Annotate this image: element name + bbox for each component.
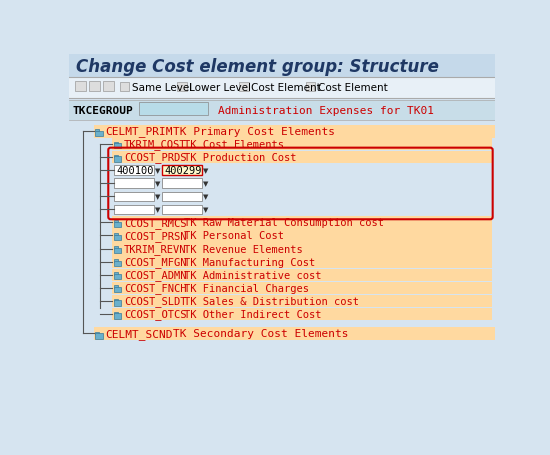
Text: TK Cost Elements: TK Cost Elements (184, 140, 284, 150)
Bar (114, 144, 122, 149)
Text: CCOST_FNCH: CCOST_FNCH (124, 283, 186, 293)
Bar (69, 78, 495, 99)
Text: ▼: ▼ (203, 194, 208, 200)
Text: Cost Element: Cost Element (317, 83, 387, 93)
Text: CCOST_SLDT: CCOST_SLDT (124, 296, 186, 307)
Bar (69, 55, 495, 78)
Text: TK Other Indirect Cost: TK Other Indirect Cost (184, 309, 322, 319)
Text: TKRIM_COST: TKRIM_COST (124, 139, 186, 150)
Text: ▼: ▼ (155, 194, 160, 200)
Bar (114, 286, 118, 288)
Bar (114, 313, 122, 319)
Bar (162, 205, 202, 214)
Text: TK Raw Material Consumption cost: TK Raw Material Consumption cost (184, 218, 384, 228)
Bar (112, 152, 492, 164)
Text: 400100: 400100 (116, 166, 153, 176)
Bar (114, 192, 154, 202)
Bar (177, 83, 186, 92)
Bar (114, 235, 122, 241)
Text: ▼: ▼ (155, 181, 160, 187)
Text: TKCEGROUP: TKCEGROUP (73, 106, 133, 116)
Text: TK Production Cost: TK Production Cost (184, 152, 297, 162)
Bar (114, 222, 122, 228)
Bar (114, 299, 118, 301)
Bar (114, 260, 118, 262)
Text: TK Manufacturing Cost: TK Manufacturing Cost (184, 257, 316, 267)
Bar (114, 273, 118, 275)
Bar (94, 327, 498, 340)
Bar (306, 83, 315, 92)
Text: Same Level: Same Level (131, 83, 192, 93)
Bar (114, 142, 118, 145)
Text: ▼: ▼ (155, 207, 160, 213)
Bar (114, 261, 122, 267)
Text: CCOST_OTCS: CCOST_OTCS (124, 309, 186, 320)
Bar (94, 125, 498, 138)
Text: TK Personal Cost: TK Personal Cost (184, 231, 284, 241)
Bar (112, 230, 492, 242)
Bar (112, 138, 492, 151)
Bar (69, 101, 495, 121)
Bar (114, 221, 118, 223)
Bar (139, 103, 208, 116)
Bar (75, 81, 86, 92)
Bar (112, 295, 492, 308)
Text: CCOST_ADMN: CCOST_ADMN (124, 270, 186, 281)
Bar (95, 334, 103, 339)
Text: TK Financial Charges: TK Financial Charges (184, 283, 309, 293)
Text: TK Secondary Cost Elements: TK Secondary Cost Elements (173, 329, 349, 339)
Text: CCOST_PRSN: CCOST_PRSN (124, 231, 186, 241)
Text: CELMT_PRIM: CELMT_PRIM (105, 126, 173, 137)
Bar (239, 83, 249, 92)
Bar (114, 157, 122, 162)
Text: ▼: ▼ (203, 207, 208, 213)
Text: TK Sales & Distribution cost: TK Sales & Distribution cost (184, 296, 359, 306)
Text: Lower Level: Lower Level (189, 83, 251, 93)
Text: TK Primary Cost Elements: TK Primary Cost Elements (173, 126, 336, 136)
Bar (114, 248, 122, 253)
Bar (162, 192, 202, 202)
Bar (114, 247, 118, 249)
Text: CELMT_SCND: CELMT_SCND (105, 328, 173, 339)
Text: TK Revenue Elements: TK Revenue Elements (184, 244, 303, 254)
Bar (112, 217, 492, 229)
Bar (162, 179, 202, 188)
Bar (95, 332, 99, 334)
Text: ▼: ▼ (203, 167, 208, 174)
Text: ▼: ▼ (203, 181, 208, 187)
Text: Cost Element: Cost Element (251, 83, 321, 93)
Bar (89, 81, 100, 92)
Text: Administration Expenses for TK01: Administration Expenses for TK01 (218, 106, 434, 116)
Bar (114, 274, 122, 280)
Bar (95, 131, 103, 137)
Text: CCOST_PRDS: CCOST_PRDS (124, 152, 186, 163)
Bar (114, 312, 118, 314)
Bar (114, 166, 154, 175)
Bar (112, 269, 492, 281)
Bar (120, 83, 129, 92)
Bar (114, 179, 154, 188)
Text: CCOST_RMCS: CCOST_RMCS (124, 217, 186, 228)
Bar (112, 308, 492, 320)
Bar (95, 130, 99, 132)
Bar (112, 256, 492, 268)
Bar (114, 205, 154, 214)
Bar (112, 282, 492, 294)
Text: ▼: ▼ (155, 167, 160, 174)
Text: 400299: 400299 (164, 166, 201, 176)
Text: TKRIM_REVN: TKRIM_REVN (124, 243, 186, 254)
Bar (162, 166, 202, 175)
Text: CCOST_MFGN: CCOST_MFGN (124, 257, 186, 268)
Bar (114, 233, 118, 236)
Bar (114, 155, 118, 157)
Bar (114, 288, 122, 293)
Text: TK Administrative cost: TK Administrative cost (184, 270, 322, 280)
Text: Change Cost element group: Structure: Change Cost element group: Structure (76, 58, 439, 76)
Bar (103, 81, 114, 92)
Bar (114, 300, 122, 306)
Bar (112, 243, 492, 255)
